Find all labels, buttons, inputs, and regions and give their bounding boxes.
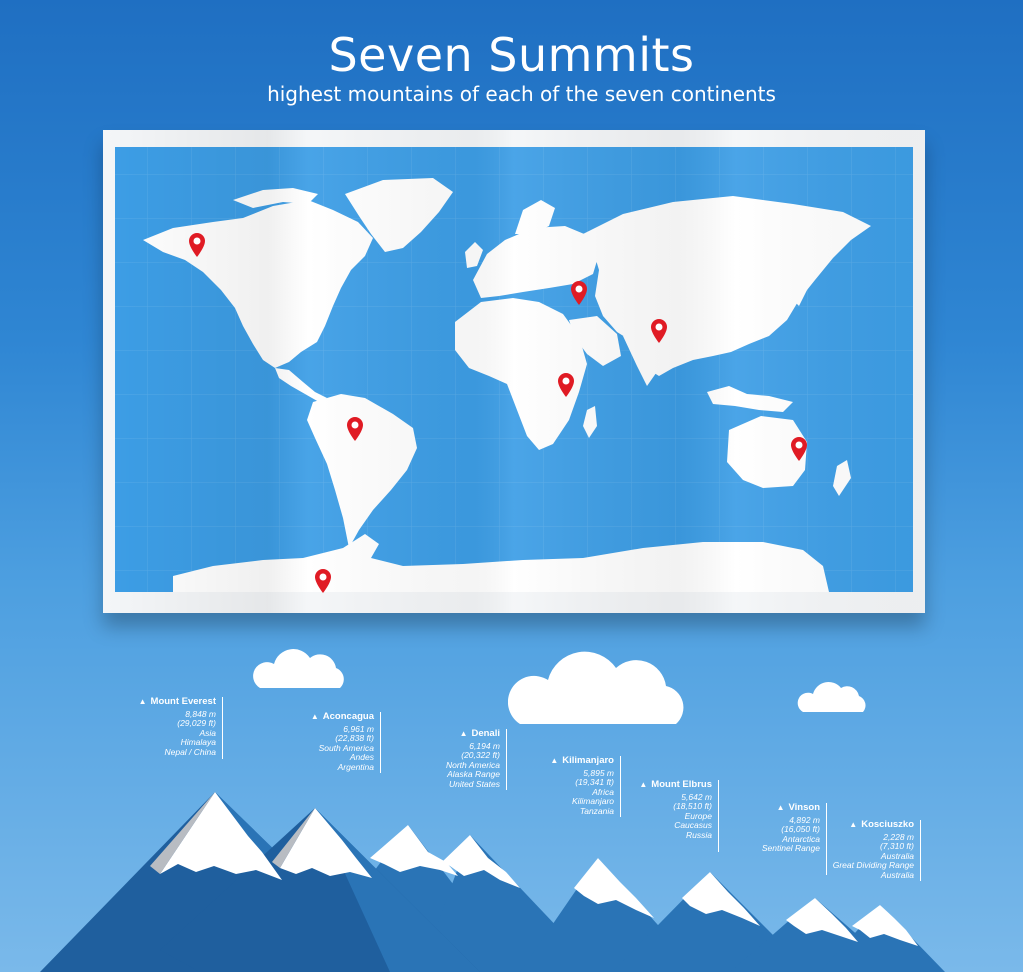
cloud-icon — [253, 649, 344, 688]
peak-triangle-icon: ▲ — [459, 729, 468, 738]
front-snow — [150, 792, 372, 880]
summit-name: ▲ Denali — [459, 728, 500, 739]
summit-height-ft: (20,322 ft) — [461, 750, 500, 761]
summit-label: ▲ Kilimanjaro 5,895 m (19,341 ft) Africa Kili… — [490, 756, 621, 817]
summit-label: ▲ Mount Everest 8,848 m (29,029 ft) Asia Hima… — [96, 697, 223, 759]
summit-label: ▲ Denali 6,194 m (20,322 ft) North America Al… — [380, 729, 507, 790]
peak-triangle-icon: ▲ — [310, 712, 319, 721]
peak-triangle-icon: ▲ — [639, 780, 648, 789]
peak-triangle-icon: ▲ — [138, 697, 147, 706]
summit-name: ▲ Mount Elbrus — [639, 779, 712, 790]
peak-triangle-icon: ▲ — [849, 820, 858, 829]
summit-continent: Australia — [880, 850, 914, 861]
summit-height-ft: (16,050 ft) — [781, 824, 820, 835]
summit-country: United States — [448, 778, 500, 789]
summit-height-ft: (19,341 ft) — [575, 777, 614, 788]
summit-range: Andes — [349, 752, 374, 763]
summit-continent: North America — [445, 759, 500, 770]
summit-continent: Europe — [684, 810, 712, 821]
map-pin-icon[interactable] — [187, 232, 207, 258]
summit-height-m: 2,228 m — [883, 831, 914, 842]
summit-range: Caucasus — [674, 820, 712, 831]
page-subtitle: highest mountains of each of the seven c… — [267, 82, 776, 106]
summit-country: Nepal / China — [164, 746, 216, 757]
map-pin-icon[interactable] — [789, 436, 809, 462]
summit-continent: Africa — [592, 786, 614, 797]
summit-range: Great Dividing Range — [832, 860, 914, 871]
summit-range: Kilimanjaro — [571, 796, 614, 807]
summit-continent: Antarctica — [782, 833, 820, 844]
peak-triangle-icon: ▲ — [776, 803, 785, 812]
summit-name: ▲ Mount Everest — [138, 696, 216, 707]
summit-range: Sentinel Range — [761, 843, 820, 854]
summit-country: Russia — [686, 829, 712, 840]
map-pin-icon[interactable] — [569, 280, 589, 306]
cloud-icon — [797, 681, 866, 712]
summit-height-m: 6,961 m — [343, 723, 374, 734]
summit-height-m: 8,848 m — [185, 708, 216, 719]
map-pin-icon[interactable] — [649, 318, 669, 344]
mountain-front — [40, 792, 480, 972]
world-map — [103, 130, 925, 613]
summit-country: Tanzania — [579, 805, 614, 816]
summit-label: ▲ Aconcagua 6,961 m (22,838 ft) South Americ… — [248, 712, 381, 773]
summit-country: Australia — [880, 869, 914, 880]
summit-height-m: 4,892 m — [789, 814, 820, 825]
snow-caps — [370, 825, 918, 946]
summit-label: ▲ Mount Elbrus 5,642 m (18,510 ft) Europe Cau… — [598, 780, 719, 852]
summit-name: ▲ Kosciuszko — [849, 819, 914, 830]
summit-height-ft: (29,029 ft) — [177, 718, 216, 729]
summit-height-ft: (22,838 ft) — [335, 733, 374, 744]
summit-name: ▲ Vinson — [776, 802, 820, 813]
summit-height-m: 5,895 m — [583, 767, 614, 778]
summit-height-m: 5,642 m — [681, 791, 712, 802]
summit-range: Alaska Range — [447, 769, 500, 780]
summit-name: ▲ Aconcagua — [310, 711, 374, 722]
map-pin-icon[interactable] — [345, 416, 365, 442]
summit-continent: South America — [318, 742, 374, 753]
peak-triangle-icon: ▲ — [550, 756, 559, 765]
map-pin-icon[interactable] — [313, 568, 333, 594]
summit-country: Argentina — [337, 761, 374, 772]
cloud-icon — [508, 651, 684, 724]
world-map-graphic — [103, 130, 925, 613]
summit-name: ▲ Kilimanjaro — [550, 755, 614, 766]
summit-height-ft: (18,510 ft) — [673, 801, 712, 812]
map-pin-icon[interactable] — [556, 372, 576, 398]
summit-continent: Asia — [199, 727, 216, 738]
summit-label: ▲ Vinson 4,892 m (16,050 ft) Antarctica Senti… — [730, 803, 827, 875]
summit-range: Himalaya — [180, 737, 216, 748]
summit-height-ft: (7,310 ft) — [879, 841, 914, 852]
summit-height-m: 6,194 m — [469, 740, 500, 751]
summit-label: ▲ Kosciuszko 2,228 m (7,310 ft) Australia Gre… — [810, 820, 921, 881]
page-title: Seven Summits — [328, 28, 695, 82]
